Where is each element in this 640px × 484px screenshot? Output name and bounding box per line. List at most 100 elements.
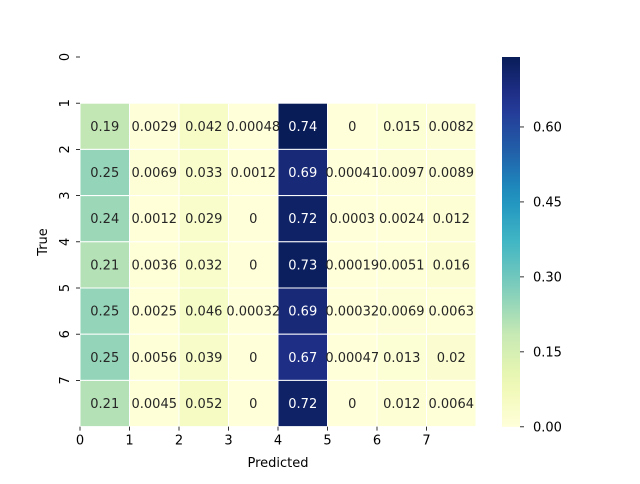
heatmap-cell <box>426 195 477 243</box>
colorbar-gradient <box>502 57 520 427</box>
heatmap-cell <box>228 287 279 335</box>
heatmap-cell <box>178 102 229 150</box>
cell-value-label: 0.21 <box>90 397 119 412</box>
cell-value-label: 0.0063 <box>429 305 475 320</box>
heatmap-cell <box>327 379 378 428</box>
y-tick-label: 5 <box>58 284 73 292</box>
cell-value-label: 0.0024 <box>379 212 425 227</box>
heatmap-cell <box>178 333 229 381</box>
y-tick-label: 4 <box>58 238 73 246</box>
heatmap-cell-labels: 0.19 0.0029 0.042 0.00048 0.74 0 0.015 0.0082 0.… <box>90 120 474 412</box>
cell-value-label: 0.00041 <box>325 166 379 181</box>
colorbar-tick-label: 0.45 <box>533 195 562 210</box>
x-tick-label: 6 <box>373 434 381 449</box>
heatmap-cell <box>327 102 378 150</box>
cell-value-label: 0.033 <box>185 166 222 181</box>
heatmap-cell <box>376 241 427 289</box>
x-axis: 0 1 2 3 4 5 6 7 <box>76 426 431 449</box>
x-tick-label: 5 <box>323 434 331 449</box>
heatmap-cell <box>426 102 477 150</box>
colorbar-tick-label: 0.60 <box>533 120 562 135</box>
cell-value-label: 0.0045 <box>132 397 178 412</box>
y-tick-label: 3 <box>58 191 73 199</box>
cell-value-label: 0.013 <box>383 351 420 366</box>
cell-value-label: 0.016 <box>433 258 470 273</box>
cell-value-label: 0.032 <box>185 258 222 273</box>
cell-value-label: 0.015 <box>383 120 420 135</box>
y-axis-label: True <box>36 228 51 257</box>
cell-value-label: 0.67 <box>288 351 317 366</box>
y-tick-label: 1 <box>58 99 73 107</box>
heatmap-cell <box>178 241 229 289</box>
heatmap-cell <box>79 379 130 428</box>
heatmap-cell <box>129 102 180 150</box>
cell-value-label: 0.052 <box>185 397 222 412</box>
cell-value-label: 0.0029 <box>132 120 178 135</box>
cell-value-label: 0.046 <box>185 305 222 320</box>
cell-value-label: 0.0056 <box>132 351 178 366</box>
cell-value-label: 0.0012 <box>132 212 178 227</box>
cell-value-label: 0.0069 <box>379 305 425 320</box>
x-tick-label: 0 <box>76 434 84 449</box>
heatmap-cell <box>79 102 130 150</box>
heatmap-cell <box>228 241 279 289</box>
heatmap-cell <box>376 379 427 428</box>
cell-value-label: 0.00048 <box>226 120 280 135</box>
cell-value-label: 0.00032 <box>325 305 379 320</box>
cell-value-label: 0 <box>348 397 356 412</box>
heatmap-cell <box>129 148 180 197</box>
cell-value-label: 0.039 <box>185 351 222 366</box>
cell-value-label: 0.0003 <box>330 212 376 227</box>
colorbar-tick-label: 0.00 <box>533 420 562 435</box>
cell-value-label: 0.02 <box>437 351 466 366</box>
heatmap-cell <box>376 333 427 381</box>
heatmap-cell <box>228 195 279 243</box>
cell-value-label: 0.0097 <box>379 166 425 181</box>
heatmap-cell <box>129 333 180 381</box>
colorbar: 0.00 0.15 0.30 0.45 0.60 <box>502 57 562 435</box>
colorbar-tick-label: 0.30 <box>533 270 562 285</box>
cell-value-label: 0.72 <box>288 397 317 412</box>
cell-value-label: 0 <box>249 397 257 412</box>
y-tick-label: 2 <box>58 145 73 153</box>
cell-value-label: 0.0082 <box>429 120 475 135</box>
cell-value-label: 0.0064 <box>429 397 475 412</box>
colorbar-tick-label: 0.15 <box>533 345 562 360</box>
cell-value-label: 0 <box>249 258 257 273</box>
cell-value-label: 0.0069 <box>132 166 178 181</box>
heatmap-cell <box>178 379 229 428</box>
heatmap-cell <box>426 333 477 381</box>
cell-value-label: 0.25 <box>90 305 119 320</box>
heatmap-cell <box>277 287 328 335</box>
cell-value-label: 0.0051 <box>379 258 425 273</box>
heatmap-cell <box>129 195 180 243</box>
cell-value-label: 0.21 <box>90 258 119 273</box>
heatmap-cell <box>327 148 378 197</box>
heatmap-cell <box>129 379 180 428</box>
cell-value-label: 0.24 <box>90 212 119 227</box>
cell-value-label: 0.00047 <box>325 351 379 366</box>
cell-value-label: 0.012 <box>383 397 420 412</box>
y-tick-label: 7 <box>58 376 73 384</box>
cell-value-label: 0.25 <box>90 351 119 366</box>
cell-value-label: 0.00019 <box>325 258 379 273</box>
heatmap-cell <box>327 195 378 243</box>
cell-value-label: 0.25 <box>90 166 119 181</box>
cell-value-label: 0.0025 <box>132 305 178 320</box>
heatmap-cell <box>426 148 477 197</box>
cell-value-label: 0.012 <box>433 212 470 227</box>
heatmap-cells <box>79 102 477 428</box>
cell-value-label: 0.0036 <box>132 258 178 273</box>
cell-value-label: 0.0089 <box>429 166 475 181</box>
cell-value-label: 0.19 <box>90 120 119 135</box>
heatmap-cell <box>327 333 378 381</box>
cell-value-label: 0.029 <box>185 212 222 227</box>
cell-value-label: 0 <box>348 120 356 135</box>
x-tick-label: 1 <box>125 434 133 449</box>
cell-value-label: 0.69 <box>288 305 317 320</box>
heatmap-cell <box>376 287 427 335</box>
x-axis-label: Predicted <box>247 456 308 471</box>
cell-value-label: 0.00032 <box>226 305 280 320</box>
x-tick-label: 3 <box>224 434 232 449</box>
